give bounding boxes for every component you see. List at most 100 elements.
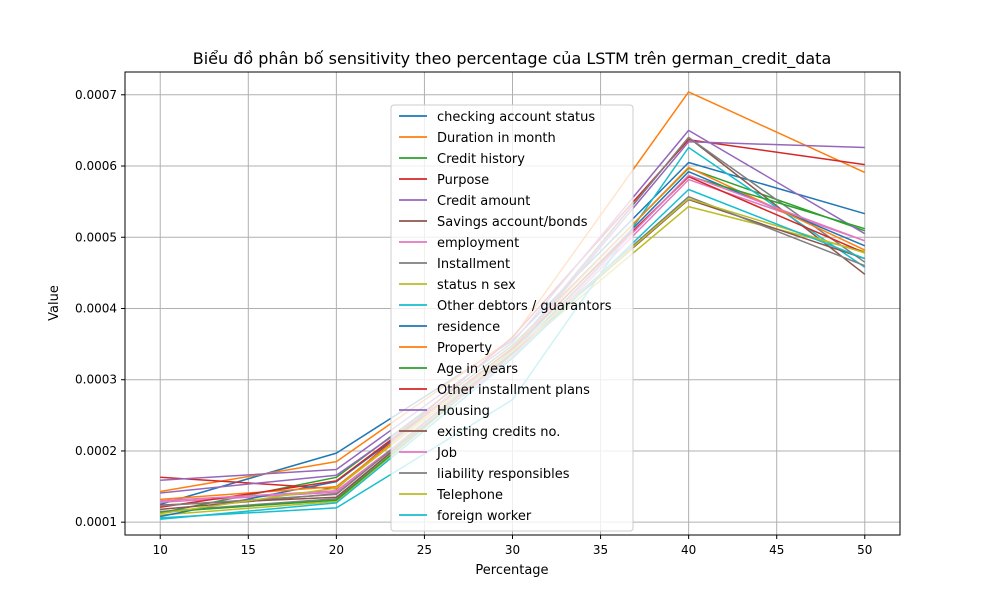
data-point — [159, 505, 161, 507]
data-point — [336, 507, 338, 509]
data-point — [688, 141, 690, 143]
data-point — [159, 513, 161, 515]
data-point — [336, 480, 338, 482]
legend-label: liability responsibles — [437, 467, 570, 482]
data-point — [688, 174, 690, 176]
data-point — [864, 265, 866, 267]
x-tick-label: 35 — [593, 543, 608, 557]
legend-entry: employment — [399, 236, 519, 251]
legend-entry: Credit history — [399, 152, 525, 167]
data-point — [864, 164, 866, 166]
data-point — [864, 245, 866, 247]
y-tick-label: 0.0006 — [75, 159, 117, 173]
x-tick-label: 20 — [329, 543, 344, 557]
x-tick-label: 30 — [505, 543, 520, 557]
data-point — [336, 487, 338, 489]
x-axis-ticks: 10 15 20 25 30 35 40 45 50 — [153, 535, 872, 557]
legend-label: Age in years — [437, 362, 518, 377]
data-point — [688, 162, 690, 164]
data-point — [688, 130, 690, 132]
x-tick-label: 15 — [241, 543, 256, 557]
data-point — [864, 266, 866, 268]
data-point — [159, 500, 161, 502]
legend-entry: Age in years — [399, 362, 518, 377]
data-point — [688, 189, 690, 191]
data-point — [336, 452, 338, 454]
legend-entry: Other installment plans — [399, 383, 590, 398]
legend-label: Credit amount — [437, 194, 530, 209]
legend-label: Other installment plans — [437, 383, 590, 398]
legend-label: residence — [437, 320, 500, 335]
data-point — [688, 198, 690, 200]
data-point — [864, 249, 866, 251]
legend-box — [390, 104, 634, 532]
legend-label: existing credits no. — [437, 425, 560, 440]
data-point — [336, 461, 338, 463]
data-point — [688, 196, 690, 198]
y-tick-label: 0.0005 — [75, 230, 117, 244]
data-point — [336, 496, 338, 498]
legend-entry: Savings account/bonds — [399, 215, 588, 230]
legend-entry: foreign worker — [399, 509, 532, 524]
data-point — [688, 137, 690, 139]
legend-entry: Telephone — [399, 488, 503, 503]
data-point — [864, 213, 866, 215]
legend-entry: Job — [399, 446, 457, 461]
legend-entry: Other debtors / guarantors — [399, 299, 612, 314]
x-tick-label: 50 — [857, 543, 872, 557]
y-tick-label: 0.0003 — [75, 373, 117, 387]
legend-label: Installment — [437, 257, 510, 272]
x-axis-label: Percentage — [475, 563, 548, 578]
data-point — [336, 469, 338, 471]
legend-entry: Purpose — [399, 173, 489, 188]
data-point — [688, 179, 690, 181]
data-point — [864, 228, 866, 230]
legend-label: foreign worker — [437, 509, 532, 524]
data-point — [159, 501, 161, 503]
chart-title: Biểu đồ phân bố sensitivity theo percent… — [193, 49, 832, 69]
legend-label: Telephone — [436, 488, 503, 503]
data-point — [336, 474, 338, 476]
legend-label: status n sex — [437, 278, 516, 293]
data-point — [688, 171, 690, 173]
legend: checking account status Duration in month… — [390, 104, 634, 532]
y-tick-label: 0.0001 — [75, 515, 117, 529]
legend-label: Duration in month — [437, 131, 556, 146]
legend-entry: residence — [399, 320, 500, 335]
legend-entry: existing credits no. — [399, 425, 560, 440]
legend-entry: liability responsibles — [399, 467, 570, 482]
x-tick-label: 40 — [681, 543, 696, 557]
data-point — [864, 252, 866, 254]
legend-label: Job — [436, 446, 457, 461]
legend-entry: Housing — [399, 404, 490, 419]
legend-entry: Property — [399, 341, 492, 356]
legend-label: Credit history — [437, 152, 525, 167]
x-tick-label: 10 — [153, 543, 168, 557]
data-point — [336, 477, 338, 479]
data-point — [336, 490, 338, 492]
y-tick-label: 0.0007 — [75, 88, 117, 102]
data-point — [159, 516, 161, 518]
data-point — [688, 167, 690, 169]
legend-label: employment — [437, 236, 519, 251]
x-tick-label: 25 — [417, 543, 432, 557]
y-tick-label: 0.0002 — [75, 444, 117, 458]
data-point — [159, 499, 161, 501]
y-tick-label: 0.0004 — [75, 301, 117, 315]
legend-label: checking account status — [437, 110, 595, 125]
y-axis-label: Value — [47, 285, 62, 321]
legend-entry: status n sex — [399, 278, 516, 293]
data-point — [159, 491, 161, 493]
legend-label: Purpose — [437, 173, 489, 188]
y-axis-ticks: 0.0001 0.0002 0.0003 0.0004 0.0005 0.0006 0.00… — [75, 88, 125, 529]
data-point — [864, 172, 866, 174]
legend-label: Savings account/bonds — [437, 215, 588, 230]
data-point — [864, 230, 866, 232]
data-point — [159, 506, 161, 508]
data-point — [688, 206, 690, 208]
data-point — [159, 492, 161, 494]
legend-entry: Credit amount — [399, 194, 530, 209]
legend-label: Property — [437, 341, 492, 356]
data-point — [864, 240, 866, 242]
